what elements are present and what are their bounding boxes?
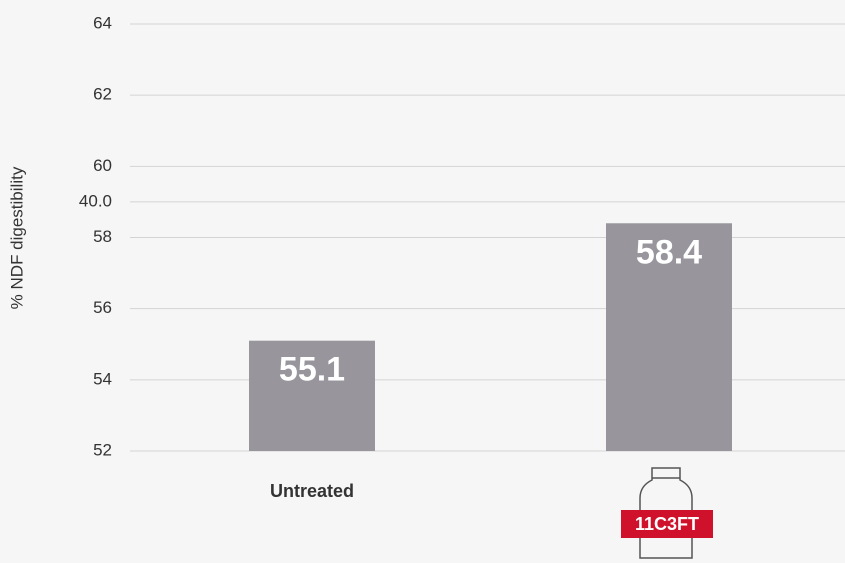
y-tick-label: 60 bbox=[93, 156, 112, 175]
y-tick-label: 62 bbox=[93, 85, 112, 104]
bar bbox=[606, 223, 732, 451]
y-tick-label: 52 bbox=[93, 440, 112, 459]
x-tick-label: 11C3FT bbox=[635, 514, 699, 534]
bottle-icon bbox=[621, 467, 713, 559]
y-axis-label: % NDF digestibility bbox=[7, 166, 26, 309]
y-tick-label: 40.0 bbox=[79, 191, 112, 210]
bar bbox=[249, 340, 375, 451]
x-tick-label: Untreated bbox=[270, 481, 354, 501]
y-tick-label: 64 bbox=[93, 13, 112, 32]
value-label: 58.4 bbox=[636, 233, 702, 271]
y-tick-label: 54 bbox=[93, 369, 112, 388]
value-label: 55.1 bbox=[279, 351, 345, 389]
y-tick-label: 58 bbox=[93, 227, 112, 246]
y-tick-label: 56 bbox=[93, 298, 112, 317]
